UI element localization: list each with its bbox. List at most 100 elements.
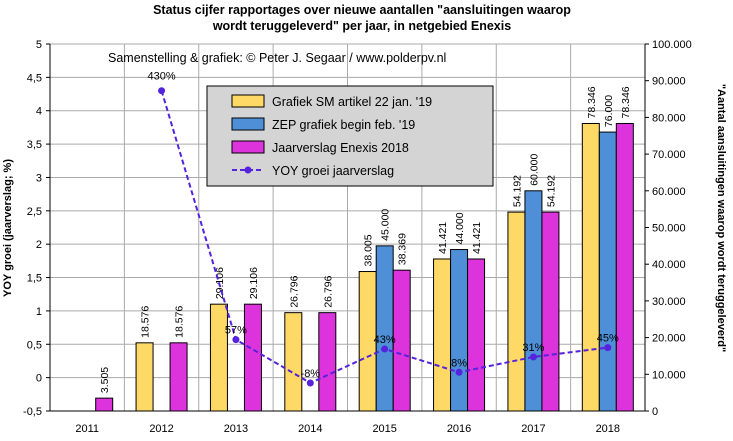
yoy-value-label: 43% xyxy=(374,334,396,346)
bar-value-label: 38.369 xyxy=(397,233,409,265)
bar-zep-grafiek-begin-feb-19-2018 xyxy=(598,131,617,412)
legend-line-marker xyxy=(244,166,252,174)
legend-label-1: ZEP grafiek begin feb. '19 xyxy=(272,118,415,132)
y-axis-left-label: YOY groei (jaarverslag; %) xyxy=(2,159,14,297)
bar-zep-grafiek-begin-feb-19-2017 xyxy=(524,190,543,412)
bar-grafiek-sm-artikel-22-jan-19-2013 xyxy=(209,303,228,412)
bar-value-label: 26.796 xyxy=(322,275,334,307)
y-left-tick-label: -0,5 xyxy=(23,406,42,418)
bar-grafiek-sm-artikel-22-jan-19-2018 xyxy=(581,122,600,412)
bar-value-label: 29.106 xyxy=(248,267,260,299)
bar-grafiek-sm-artikel-22-jan-19-2012 xyxy=(135,342,154,412)
y-right-tick-label: 0 xyxy=(652,406,658,418)
axes-group: -0,5 0 0,5 1 1,5 2 2,5 3 3,5 4 4,5 5 0 10.000 20.000 30… xyxy=(23,39,692,435)
bar-value-label: 76.000 xyxy=(603,95,615,127)
y-right-tick-label: 30.000 xyxy=(652,296,686,308)
y-right-tick-label: 60.000 xyxy=(652,186,686,198)
y-left-tick-label: 1,5 xyxy=(27,273,42,285)
legend-label-2: Jaarverslag Enexis 2018 xyxy=(272,141,409,155)
y-right-tick-label: 100.000 xyxy=(652,39,692,51)
yoy-value-label: 57% xyxy=(225,325,247,337)
y-left-tick-label: 5 xyxy=(36,39,42,51)
bar-value-label: 41.421 xyxy=(437,222,449,254)
yoy-value-label: 45% xyxy=(597,333,619,345)
chart-title-line1: Status cijfer rapportages over nieuwe aa… xyxy=(153,3,571,17)
bar-labels-group: 18.576 29.106 26.796 38.005 41.421 54.192 78.3… xyxy=(99,86,632,393)
x-tick-label: 2013 xyxy=(224,423,248,435)
legend-swatch-1 xyxy=(231,117,265,131)
x-tick-label: 2014 xyxy=(298,423,322,435)
bar-value-label: 54.192 xyxy=(545,175,557,207)
y-left-tick-label: 0 xyxy=(36,373,42,385)
bar-zep-grafiek-begin-feb-19-2015 xyxy=(375,245,394,412)
chart-title-line2: wordt teruggeleverd" per jaar, in netgeb… xyxy=(212,19,511,33)
yoy-point-2012 xyxy=(158,87,166,95)
bar-value-label: 41.421 xyxy=(471,222,483,254)
y-left-tick-label: 4,5 xyxy=(27,72,42,84)
bar-value-label: 60.000 xyxy=(528,154,540,186)
bar-zep-grafiek-begin-feb-19-2016 xyxy=(450,249,469,412)
y-right-tick-label: 70.000 xyxy=(652,149,686,161)
legend: Grafiek SM artikel 22 jan. '19 ZEP grafie… xyxy=(206,85,494,187)
y-left-tick-label: 3 xyxy=(36,172,42,184)
x-tick-label: 2011 xyxy=(75,423,99,435)
bar-jaarverslag-enexis-2018-2015 xyxy=(392,269,411,412)
bar-value-label: 54.192 xyxy=(511,175,523,207)
y-right-tick-label: 20.000 xyxy=(652,333,686,345)
y-right-tick-label: 40.000 xyxy=(652,259,686,271)
y-left-tick-label: 2 xyxy=(36,239,42,251)
bar-jaarverslag-enexis-2018-2011 xyxy=(95,397,114,412)
x-tick-label: 2017 xyxy=(521,423,545,435)
y-axis-right-label: "Aantal aansluitingen waarop wordt terug… xyxy=(715,84,727,352)
y-left-tick-label: 3,5 xyxy=(27,139,42,151)
bar-grafiek-sm-artikel-22-jan-19-2014 xyxy=(284,312,303,412)
x-tick-label: 2018 xyxy=(596,423,620,435)
bar-grafiek-sm-artikel-22-jan-19-2016 xyxy=(433,258,452,412)
bars-group xyxy=(95,122,634,412)
bar-jaarverslag-enexis-2018-2014 xyxy=(318,312,337,412)
yoy-point-2013 xyxy=(232,336,240,344)
yoy-value-label: 430% xyxy=(147,71,175,83)
y-right-tick-label: 10.000 xyxy=(652,369,686,381)
y-right-tick-label: 90.000 xyxy=(652,76,686,88)
bar-value-label: 44.000 xyxy=(454,212,466,244)
yoy-point-2014 xyxy=(306,379,314,387)
legend-swatch-2 xyxy=(231,140,265,154)
bar-jaarverslag-enexis-2018-2012 xyxy=(169,342,188,412)
legend-label-3: YOY groei jaarverslag xyxy=(272,164,394,178)
y-left-tick-label: 1 xyxy=(36,306,42,318)
bar-grafiek-sm-artikel-22-jan-19-2017 xyxy=(507,211,526,412)
y-right-tick-label: 80.000 xyxy=(652,112,686,124)
yoy-point-2017 xyxy=(529,353,537,361)
yoy-point-2016 xyxy=(455,368,463,376)
bar-jaarverslag-enexis-2018-2018 xyxy=(615,122,634,412)
bar-jaarverslag-enexis-2018-2016 xyxy=(467,258,486,412)
bar-value-label: 78.346 xyxy=(586,86,598,118)
legend-swatch-0 xyxy=(231,94,265,108)
y-left-tick-label: 4 xyxy=(36,106,42,118)
credit-text: Samenstelling & grafiek: © Peter J. Sega… xyxy=(108,51,446,65)
yoy-point-2015 xyxy=(381,345,389,353)
yoy-value-label: -8% xyxy=(301,368,321,380)
bar-value-label: 18.576 xyxy=(140,306,152,338)
yoy-line-group: 430% 57% -8% 43% 8% 31% 45% xyxy=(147,71,619,387)
bar-value-label: 3.505 xyxy=(99,367,111,393)
y-left-tick-label: 0,5 xyxy=(27,339,42,351)
yoy-value-label: 8% xyxy=(451,357,467,369)
bar-jaarverslag-enexis-2018-2017 xyxy=(541,211,560,412)
y-right-tick-label: 50.000 xyxy=(652,223,686,235)
bar-value-label: 78.346 xyxy=(620,86,632,118)
y-left-tick-label: 2,5 xyxy=(27,206,42,218)
bar-value-label: 26.796 xyxy=(288,275,300,307)
legend-label-0: Grafiek SM artikel 22 jan. '19 xyxy=(272,95,432,109)
bar-value-label: 18.576 xyxy=(174,306,186,338)
bar-value-label: 45.000 xyxy=(380,209,392,241)
x-tick-label: 2016 xyxy=(447,423,471,435)
x-tick-label: 2015 xyxy=(372,423,396,435)
yoy-point-2018 xyxy=(604,344,612,352)
yoy-value-label: 31% xyxy=(522,342,544,354)
bar-jaarverslag-enexis-2018-2013 xyxy=(243,303,262,412)
x-tick-label: 2012 xyxy=(149,423,173,435)
bar-value-label: 38.005 xyxy=(363,234,375,266)
